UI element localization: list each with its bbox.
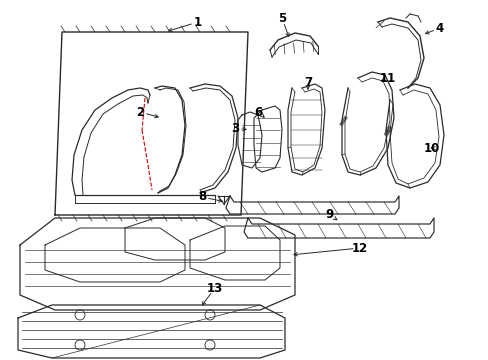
Text: 7: 7 xyxy=(304,76,311,89)
Text: 4: 4 xyxy=(435,22,443,35)
Text: 3: 3 xyxy=(230,122,239,135)
Text: 5: 5 xyxy=(277,12,285,24)
Text: 6: 6 xyxy=(253,105,262,118)
Text: 2: 2 xyxy=(136,105,144,118)
Text: 10: 10 xyxy=(423,141,439,154)
Text: 1: 1 xyxy=(194,15,202,28)
Text: 9: 9 xyxy=(325,208,333,221)
Text: 12: 12 xyxy=(351,242,367,255)
Text: 13: 13 xyxy=(206,282,223,294)
Text: 11: 11 xyxy=(379,72,395,85)
Text: 8: 8 xyxy=(198,190,206,203)
